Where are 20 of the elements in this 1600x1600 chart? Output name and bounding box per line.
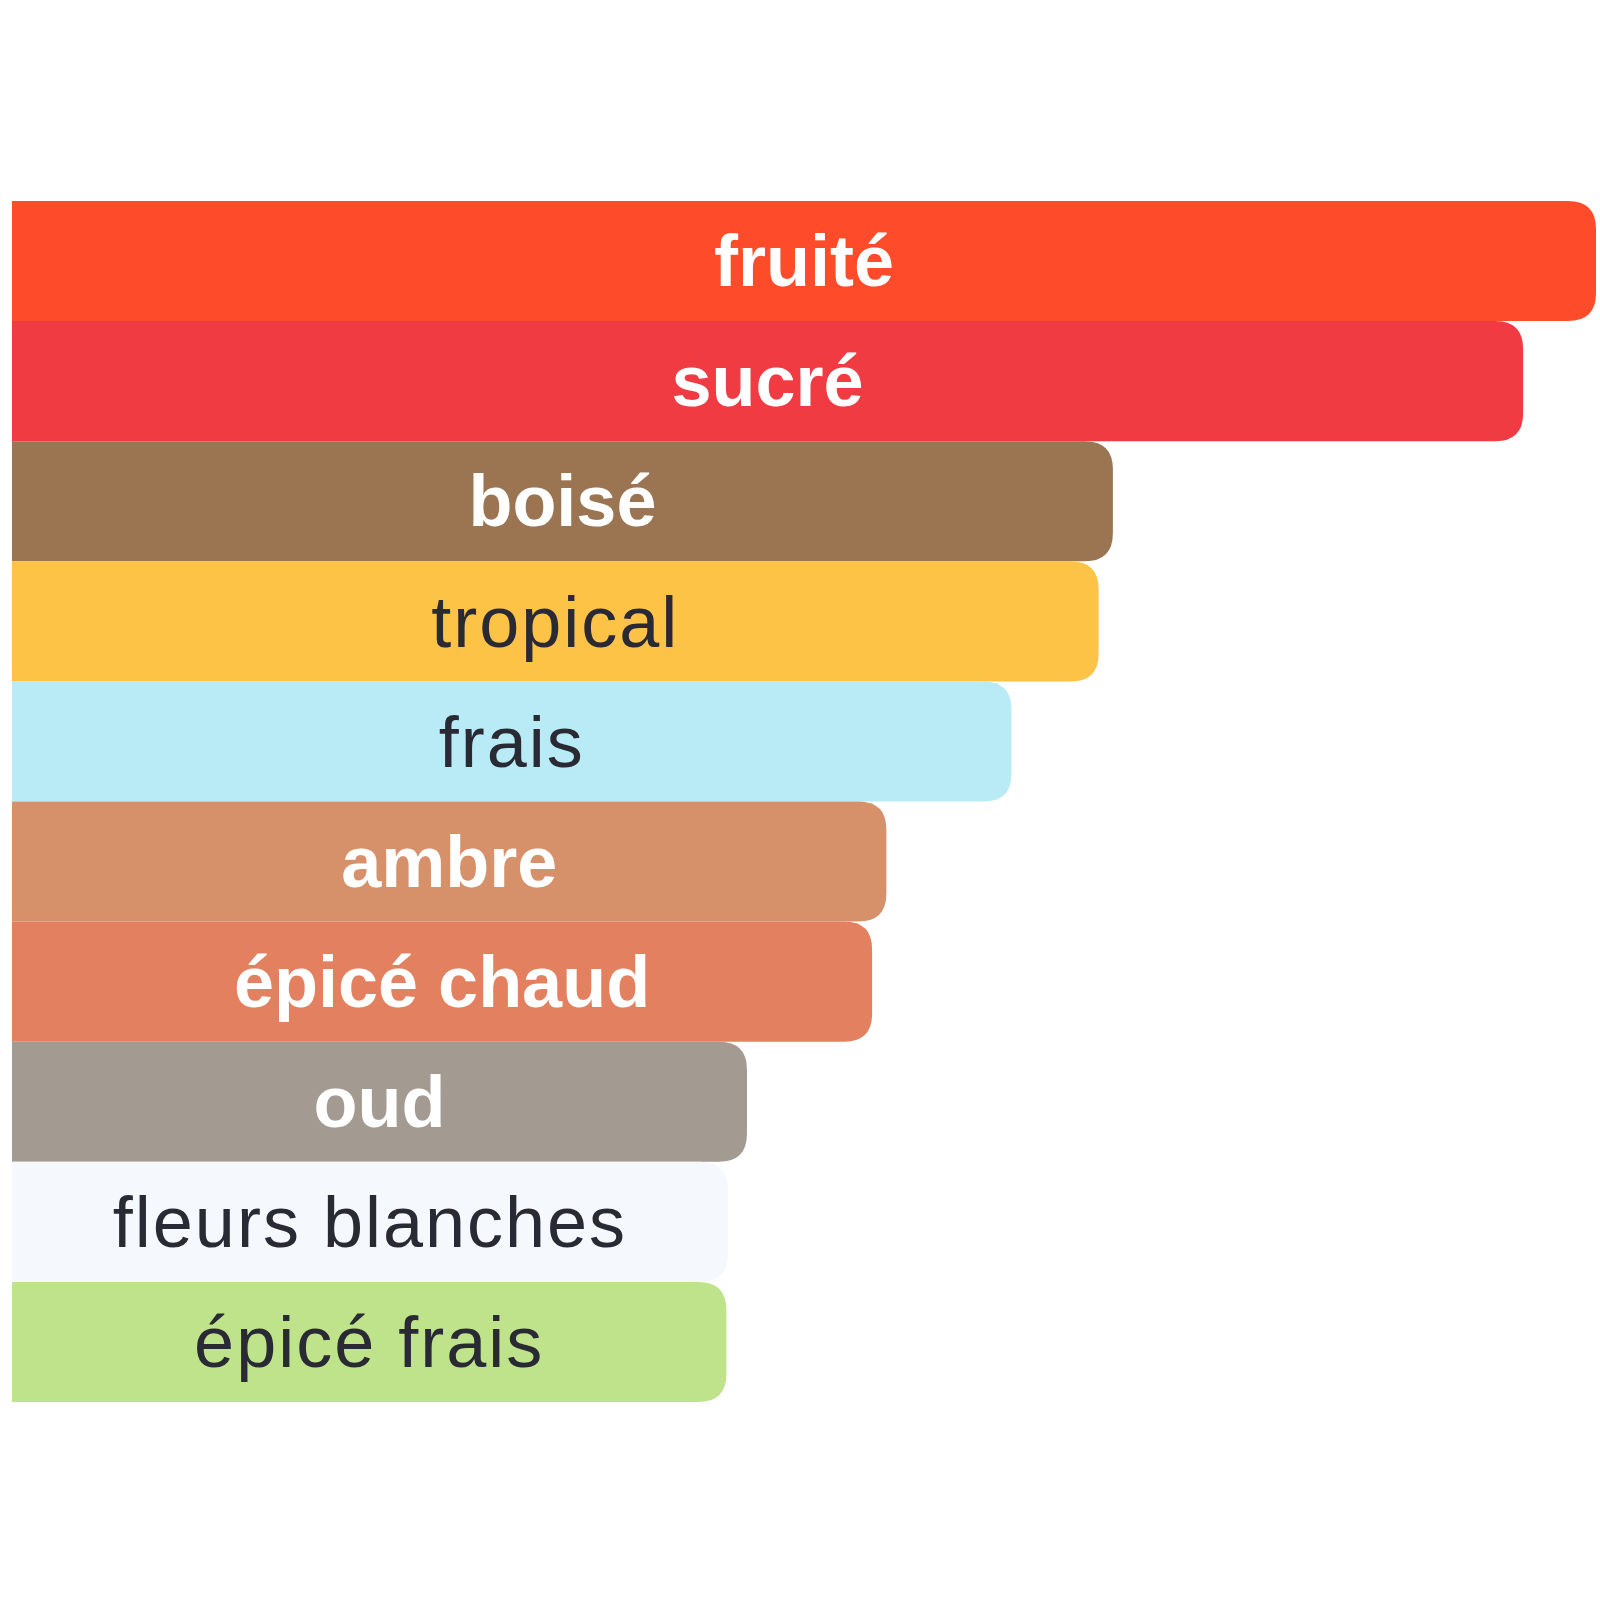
bar (12, 921, 873, 1042)
y-tick-label: boisé (468, 461, 657, 542)
y-tick-label: épicé frais (194, 1302, 545, 1383)
y-tick-label: fleurs blanches (112, 1182, 628, 1263)
bar (12, 681, 1012, 802)
bar (12, 1041, 747, 1162)
bar (12, 201, 1596, 322)
bar (12, 1281, 727, 1402)
y-tick-label: tropical (431, 581, 680, 662)
y-tick-label: sucré (671, 341, 864, 422)
y-tick-label: ambre (341, 821, 558, 902)
y-tick-label: oud (313, 1061, 446, 1142)
bar (12, 321, 1524, 442)
bar (12, 561, 1099, 682)
bar (12, 441, 1113, 562)
bar (12, 1161, 728, 1282)
y-tick-label: fruité (714, 221, 894, 302)
y-tick-label: épicé chaud (233, 941, 651, 1022)
y-tick-label: frais (438, 701, 585, 782)
bar (12, 801, 887, 922)
